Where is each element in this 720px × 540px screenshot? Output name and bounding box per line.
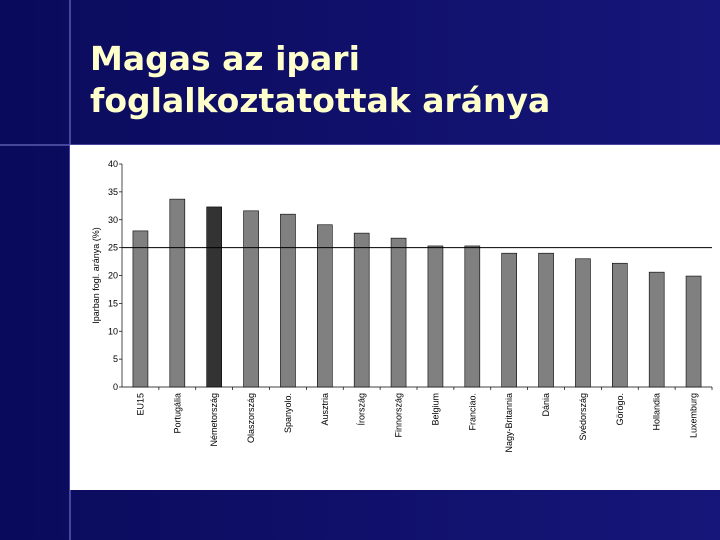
x-tick-label: Luxemburg	[689, 393, 699, 438]
bar	[243, 210, 259, 388]
bar	[280, 213, 296, 388]
y-tick-label: 10	[108, 326, 118, 336]
x-tick-label: EU15	[135, 393, 145, 416]
y-tick-label: 0	[113, 382, 118, 392]
y-tick-label: 20	[108, 271, 118, 281]
x-tick-label: Írország	[357, 393, 367, 426]
bar	[685, 275, 702, 388]
bar	[132, 230, 149, 388]
bar	[648, 271, 665, 388]
x-tick-label: Belgium	[430, 393, 440, 426]
y-tick-label: 25	[108, 243, 118, 253]
y-axis-label: Iparban fogl. aránya (%)	[91, 227, 101, 324]
bar	[464, 245, 481, 388]
x-tick-label: Hollandia	[652, 393, 662, 431]
bar	[538, 252, 554, 388]
y-tick-label: 5	[113, 354, 118, 364]
y-tick-label: 15	[108, 298, 118, 308]
x-tick-label: Portugália	[172, 393, 182, 434]
x-tick-label: Görögo.	[615, 393, 625, 426]
x-tick-label: Németország	[209, 393, 219, 447]
bar	[427, 245, 444, 388]
y-tick-label: 35	[108, 187, 118, 197]
bar	[575, 258, 591, 388]
bar	[317, 224, 333, 388]
bar	[501, 252, 517, 388]
x-tick-label: Dánia	[541, 393, 551, 417]
bar	[169, 198, 186, 388]
x-tick-label: Nagy-Britannia	[504, 393, 514, 453]
x-tick-label: Ausztria	[320, 393, 330, 426]
bar	[353, 232, 370, 388]
x-tick-label: Svédország	[578, 393, 588, 441]
x-tick-label: Olaszország	[246, 393, 256, 443]
x-tick-label: Finnország	[394, 393, 404, 438]
bar	[206, 206, 222, 388]
bar	[612, 262, 628, 388]
bar	[390, 237, 407, 388]
x-tick-label: Franciao.	[467, 393, 477, 431]
y-tick-label: 40	[108, 159, 118, 169]
x-tick-label: Spanyolo.	[283, 393, 293, 433]
y-tick-label: 30	[108, 215, 118, 225]
slide-title: Magas az ipari foglalkoztatottak aránya	[90, 39, 551, 120]
